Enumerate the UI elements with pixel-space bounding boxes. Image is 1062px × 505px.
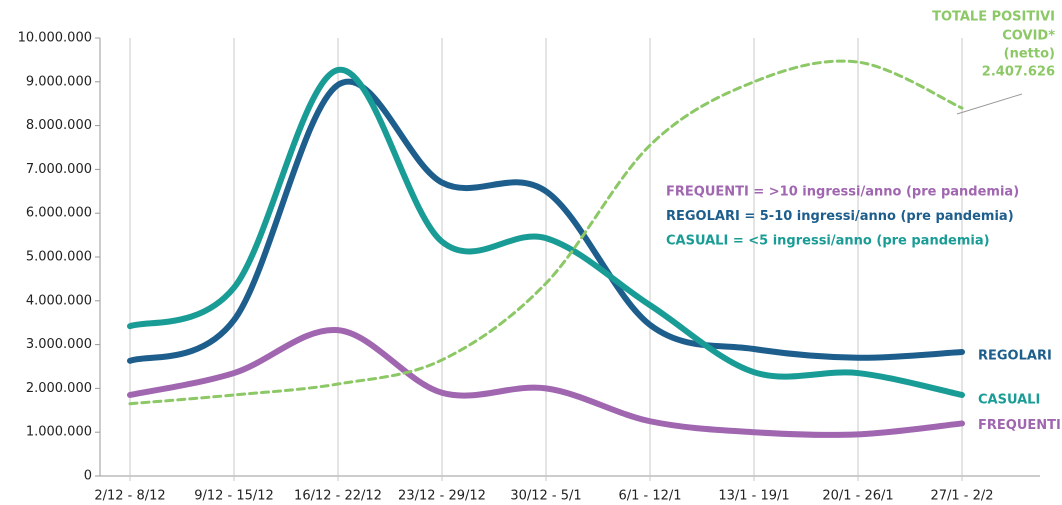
series-label: CASUALI bbox=[978, 392, 1040, 407]
x-tick-label: 27/1 - 2/2 bbox=[930, 489, 993, 504]
y-tick-label: 7.000.000 bbox=[26, 162, 92, 177]
y-tick-label: 5.000.000 bbox=[26, 250, 92, 265]
x-tick-label: 6/1 - 12/1 bbox=[618, 489, 681, 504]
y-tick-label: 2.000.000 bbox=[26, 381, 92, 396]
x-tick-label: 9/12 - 15/12 bbox=[194, 489, 274, 504]
x-tick-label: 13/1 - 19/1 bbox=[718, 489, 789, 504]
annotation: COVID* bbox=[1002, 29, 1055, 44]
definition: FREQUENTI = >10 ingressi/anno (pre pande… bbox=[666, 185, 1019, 200]
series-line bbox=[127, 78, 965, 364]
y-tick-label: 6.000.000 bbox=[26, 206, 92, 221]
x-tick-label: 2/12 - 8/12 bbox=[94, 489, 165, 504]
x-tick-label: 20/1 - 26/1 bbox=[822, 489, 893, 504]
y-tick-label: 3.000.000 bbox=[26, 337, 92, 352]
leader-line bbox=[956, 93, 1023, 115]
y-tick-label: 4.000.000 bbox=[26, 293, 92, 308]
y-tick-label: 10.000.000 bbox=[18, 31, 92, 46]
x-tick-label: 23/12 - 29/12 bbox=[398, 489, 486, 504]
y-tick-label: 9.000.000 bbox=[26, 74, 92, 89]
series-label: FREQUENTI bbox=[978, 418, 1061, 433]
annotation: TOTALE POSITIVI bbox=[932, 10, 1055, 25]
series-line bbox=[128, 59, 964, 406]
series-line bbox=[127, 66, 965, 398]
series-line bbox=[127, 327, 965, 438]
series-label: REGOLARI bbox=[978, 349, 1052, 364]
y-tick-label: 0 bbox=[84, 469, 92, 484]
y-tick-label: 1.000.000 bbox=[26, 425, 92, 440]
definition: CASUALI = <5 ingressi/anno (pre pandemia… bbox=[666, 234, 990, 249]
x-tick-label: 16/12 - 22/12 bbox=[294, 489, 382, 504]
annotation: (netto) bbox=[1004, 47, 1055, 62]
annotation: 2.407.626 bbox=[982, 65, 1055, 80]
x-tick-label: 30/12 - 5/1 bbox=[510, 489, 581, 504]
y-tick-label: 8.000.000 bbox=[26, 118, 92, 133]
definition: REGOLARI = 5-10 ingressi/anno (pre pande… bbox=[666, 209, 1014, 224]
